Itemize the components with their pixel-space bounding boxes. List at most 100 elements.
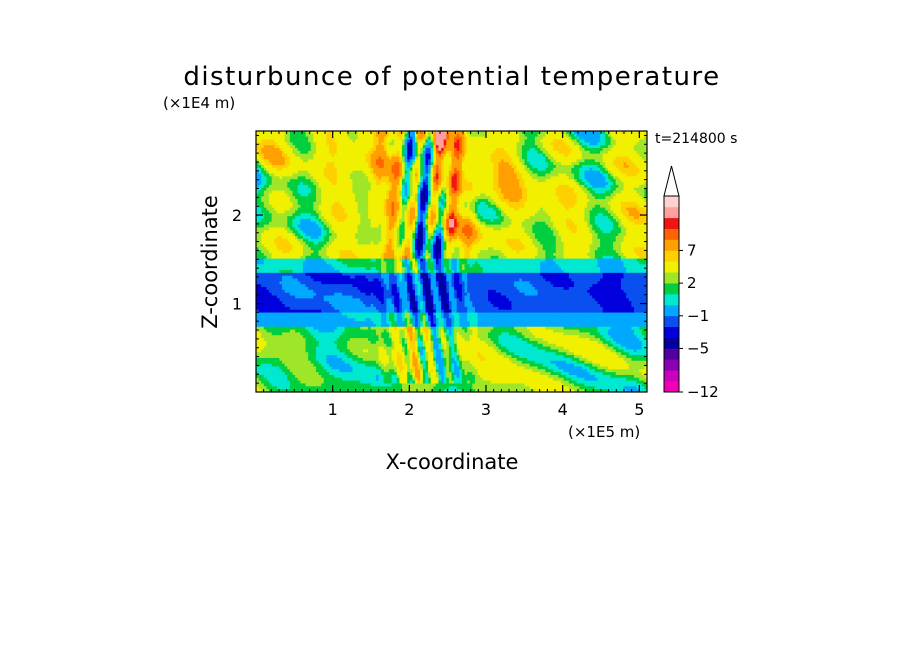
- contour-cell: [313, 150, 317, 155]
- contour-cell: [428, 148, 432, 152]
- contour-cell: [469, 148, 473, 152]
- contour-cell: [480, 145, 484, 149]
- contour-cell: [623, 170, 627, 175]
- contour-cell: [506, 148, 510, 152]
- contour-cell: [641, 159, 645, 163]
- contour-cell: [631, 150, 635, 155]
- contour-cell: [579, 182, 583, 186]
- contour-cell: [474, 173, 479, 177]
- contour-cell: [639, 187, 643, 192]
- contour-cell: [420, 165, 424, 169]
- contour-cell: [407, 167, 411, 172]
- contour-cell: [360, 139, 364, 143]
- contour-cell: [550, 131, 554, 135]
- contour-cell: [269, 184, 273, 189]
- contour-cell: [566, 179, 570, 183]
- contour-cell: [352, 184, 356, 189]
- contour-cell: [313, 170, 317, 175]
- contour-cell: [506, 167, 510, 172]
- contour-cell: [589, 173, 593, 177]
- contour-cell: [477, 153, 481, 158]
- contour-cell: [420, 159, 424, 163]
- contour-cell: [574, 184, 578, 189]
- contour-cell: [628, 162, 632, 166]
- contour-cell: [555, 170, 559, 175]
- contour-cell: [256, 148, 260, 152]
- contour-cell: [506, 176, 510, 180]
- contour-cell: [302, 142, 307, 146]
- contour-cell: [287, 131, 291, 135]
- contour-cell: [566, 176, 570, 180]
- contour-cell: [334, 131, 338, 135]
- contour-cell: [516, 179, 520, 183]
- contour-cell: [514, 131, 518, 135]
- contour-cell: [295, 156, 299, 160]
- contour-cell: [433, 145, 437, 149]
- contour-cell: [485, 176, 489, 180]
- contour-cell: [550, 173, 554, 177]
- contour-cell: [516, 153, 520, 158]
- contour-cell: [331, 167, 335, 172]
- contour-cell: [542, 179, 546, 183]
- contour-cell: [472, 190, 476, 195]
- contour-cell: [456, 184, 460, 189]
- contour-cell: [401, 182, 406, 186]
- contour-cell: [394, 150, 398, 155]
- contour-cell: [344, 167, 348, 172]
- contour-cell: [487, 153, 492, 158]
- contour-cell: [613, 162, 617, 166]
- contour-cell: [433, 150, 437, 155]
- contour-cell: [368, 131, 372, 135]
- contour-cell: [490, 167, 494, 172]
- contour-cell: [433, 136, 437, 141]
- contour-cell: [326, 148, 330, 152]
- contour-cell: [344, 173, 348, 177]
- contour-cell: [511, 145, 515, 149]
- contour-cell: [469, 176, 473, 180]
- contour-cell: [336, 148, 341, 152]
- contour-cell: [506, 133, 510, 138]
- contour-cell: [297, 182, 301, 186]
- contour-cell: [256, 165, 260, 169]
- contour-cell: [386, 184, 390, 189]
- contour-cell: [289, 131, 294, 135]
- contour-cell: [487, 176, 492, 180]
- contour-cell: [446, 148, 450, 152]
- contour-cell: [555, 156, 559, 160]
- contour-cell: [269, 170, 273, 175]
- contour-cell: [498, 187, 502, 192]
- contour-cell: [529, 133, 533, 138]
- contour-cell: [315, 136, 320, 141]
- contour-cell: [446, 156, 450, 160]
- contour-cell: [579, 139, 583, 143]
- contour-cell: [456, 133, 460, 138]
- contour-cell: [443, 139, 447, 143]
- contour-cell: [274, 165, 278, 169]
- contour-cell: [474, 159, 479, 163]
- contour-cell: [482, 165, 486, 169]
- contour-cell: [287, 165, 291, 169]
- contour-cell: [594, 167, 599, 172]
- contour-cell: [308, 170, 312, 175]
- contour-cell: [326, 179, 330, 183]
- contour-cell: [339, 133, 343, 138]
- contour-cell: [360, 165, 364, 169]
- contour-cell: [276, 182, 281, 186]
- contour-cell: [417, 167, 421, 172]
- contour-cell: [295, 179, 299, 183]
- contour-cell: [467, 179, 471, 183]
- contour-cell: [323, 145, 327, 149]
- contour-cell: [430, 179, 434, 183]
- contour-cell: [574, 150, 578, 155]
- contour-cell: [370, 148, 374, 152]
- contour-cell: [461, 148, 466, 152]
- contour-cell: [589, 136, 593, 141]
- contour-cell: [620, 184, 625, 189]
- contour-cell: [540, 179, 544, 183]
- contour-cell: [284, 148, 288, 152]
- contour-cell: [256, 145, 260, 149]
- contour-cell: [550, 176, 554, 180]
- contour-cell: [352, 150, 356, 155]
- contour-cell: [438, 182, 442, 186]
- contour-cell: [600, 131, 604, 135]
